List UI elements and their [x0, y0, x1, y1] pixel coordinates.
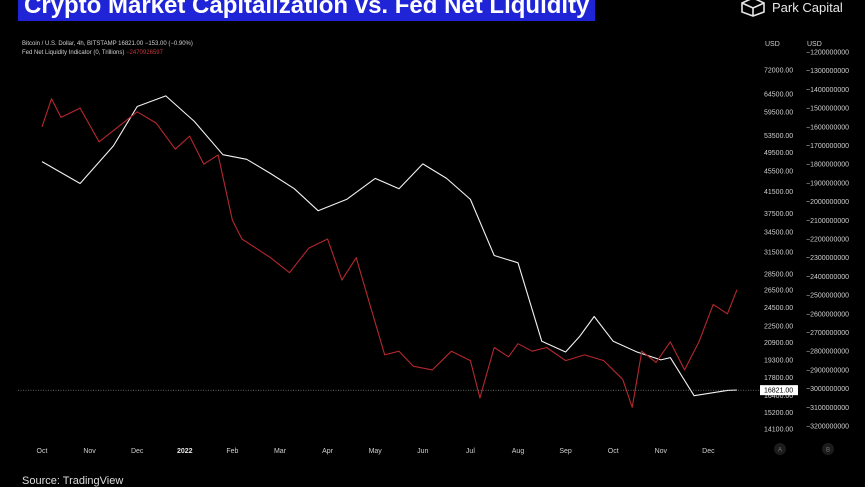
left-axis-tick: 24500.00: [764, 305, 793, 312]
left-axis-tick: 15200.00: [764, 410, 793, 417]
scale-button-label: A: [778, 448, 782, 454]
cube-icon: [741, 0, 765, 17]
x-axis-tick: May: [369, 448, 383, 455]
right-axis-tick: −1300000000: [806, 68, 849, 75]
brand-logo: Park Capital: [740, 0, 843, 17]
x-axis-tick: Dec: [702, 448, 715, 455]
legend-fed-value: −2470926597: [126, 50, 163, 56]
right-axis-tick: −2900000000: [806, 367, 849, 374]
x-axis-tick: Oct: [37, 448, 48, 455]
x-axis-tick: Jul: [466, 448, 475, 455]
fed-liquidity-line: [41, 98, 738, 408]
left-axis-tick: 16400.00: [764, 393, 793, 400]
right-axis-tick: −2400000000: [806, 274, 849, 281]
right-axis-tick: −1600000000: [806, 124, 849, 131]
left-axis-tick: 59500.00: [764, 109, 793, 116]
x-axis-tick: Sep: [559, 448, 572, 455]
left-axis-tick: 41500.00: [764, 189, 793, 196]
source-note: Source: TradingView: [22, 475, 124, 487]
right-axis-tick: −2100000000: [806, 218, 849, 225]
left-axis-tick: 14100.00: [764, 427, 793, 434]
x-axis-tick: Nov: [83, 448, 96, 455]
legend-fed-label: Fed Net Liquidity Indicator (0, Trillion…: [22, 50, 125, 56]
right-axis-unit: USD: [807, 41, 822, 48]
right-axis-tick: −2000000000: [806, 199, 849, 206]
left-axis-tick: 37500.00: [764, 211, 793, 218]
x-axis-tick: 2022: [177, 448, 193, 455]
left-axis-tick: 45500.00: [764, 169, 793, 176]
right-axis-tick: −2600000000: [806, 311, 849, 318]
left-axis-tick: 49500.00: [764, 150, 793, 157]
brand-name: Park Capital: [772, 0, 843, 15]
legend-fed: Fed Net Liquidity Indicator (0, Trillion…: [22, 49, 193, 58]
left-axis-tick: 17800.00: [764, 375, 793, 382]
right-axis-tick: −2300000000: [806, 255, 849, 262]
left-axis-tick: 31500.00: [764, 250, 793, 257]
right-axis-tick: −1700000000: [806, 143, 849, 150]
x-axis-tick: Oct: [608, 448, 619, 455]
x-axis-tick: Feb: [226, 448, 238, 455]
chart-legend: Bitcoin / U.S. Dollar, 4h, BITSTAMP 1682…: [22, 40, 193, 58]
last-price-badge: [760, 385, 798, 396]
right-axis-tick: −1900000000: [806, 180, 849, 187]
left-axis-tick: 64500.00: [764, 92, 793, 99]
left-axis-tick: 20900.00: [764, 340, 793, 347]
left-axis-tick: 22500.00: [764, 324, 793, 331]
x-axis-tick: Mar: [274, 448, 287, 455]
btc-price-line: [41, 95, 738, 397]
right-axis-tick: −2500000000: [806, 293, 849, 300]
x-axis-tick: Dec: [131, 448, 144, 455]
right-axis-tick: −3000000000: [806, 386, 849, 393]
x-axis-tick: Apr: [322, 448, 334, 455]
left-axis-tick: 28500.00: [764, 272, 793, 279]
last-price-label: 16821.00: [764, 388, 793, 395]
scale-button-b: [822, 443, 834, 455]
right-axis-tick: −2700000000: [806, 330, 849, 337]
right-axis-tick: −1500000000: [806, 106, 849, 113]
right-axis-tick: −3200000000: [806, 424, 849, 431]
x-axis-tick: Aug: [512, 448, 525, 455]
right-axis-tick: −2800000000: [806, 349, 849, 356]
x-axis-tick: Jun: [417, 448, 428, 455]
chart-title: Crypto Market Capitalization vs. Fed Net…: [18, 0, 596, 21]
right-axis-tick: −2200000000: [806, 237, 849, 244]
right-axis-tick: −1800000000: [806, 162, 849, 169]
left-axis-tick: 72000.00: [764, 68, 793, 75]
scale-button-label: B: [826, 448, 830, 454]
left-axis-unit: USD: [765, 41, 780, 48]
left-axis-tick: 53500.00: [764, 133, 793, 140]
right-axis-tick: −1400000000: [806, 87, 849, 94]
left-axis-tick: 19300.00: [764, 357, 793, 364]
scale-button-a: [774, 443, 786, 455]
right-axis-tick: −3100000000: [806, 405, 849, 412]
left-axis-tick: 26500.00: [764, 288, 793, 295]
right-axis-tick: −1200000000: [806, 50, 849, 57]
x-axis-tick: Nov: [655, 448, 668, 455]
left-axis-tick: 34500.00: [764, 229, 793, 236]
legend-btc: Bitcoin / U.S. Dollar, 4h, BITSTAMP 1682…: [22, 41, 193, 47]
